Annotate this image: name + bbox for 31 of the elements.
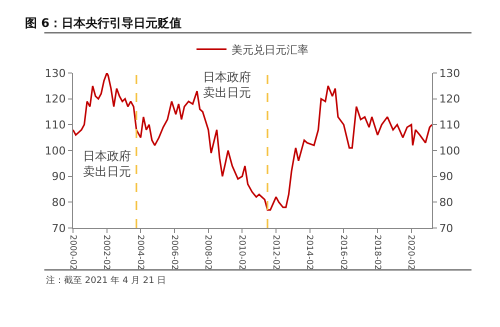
- y2-tick-label: 110: [439, 118, 460, 132]
- y-tick-label: 120: [44, 92, 66, 106]
- y2-tick-label: 120: [439, 92, 460, 106]
- x-tick-label: 2002-02: [101, 234, 112, 270]
- y-tick-label: 70: [52, 222, 66, 235]
- x-tick-label: 2014-02: [304, 234, 314, 270]
- x-tick-label: 2012-02: [270, 234, 280, 270]
- y2-tick-label: 80: [439, 196, 454, 210]
- y2-tick-label: 130: [439, 66, 460, 80]
- y-tick-label: 110: [44, 118, 66, 132]
- y-tick-label: 80: [52, 196, 66, 210]
- x-tick-label: 2000-02: [67, 234, 78, 270]
- x-tick-label: 2010-02: [236, 234, 246, 270]
- text: 注：截至 2021 年 4 月 21 日: [46, 275, 166, 286]
- y-tick-label: 130: [44, 66, 66, 80]
- chart-title: 图 6：日本央行引导日元贬值: [25, 16, 182, 30]
- annotation: 日本政府卖出日元: [203, 70, 251, 100]
- y2-tick-label: 100: [439, 144, 460, 158]
- y2-tick-label: 90: [439, 170, 454, 184]
- legend-label: 美元兑日元汇率: [232, 43, 308, 56]
- x-tick-label: 2006-02: [168, 234, 179, 270]
- x-tick-label: 2018-02: [372, 234, 382, 270]
- line-series: [73, 73, 432, 211]
- annotation: 日本政府卖出日元: [83, 149, 131, 179]
- x-tick-label: 2020-02: [406, 234, 416, 270]
- y-tick-label: 100: [44, 144, 66, 158]
- x-tick-label: 2016-02: [338, 234, 348, 270]
- y-tick-label: 90: [52, 170, 66, 184]
- x-tick-label: 2008-02: [202, 234, 213, 270]
- y2-tick-label: 70: [439, 222, 454, 235]
- x-tick-label: 2004-02: [134, 234, 145, 270]
